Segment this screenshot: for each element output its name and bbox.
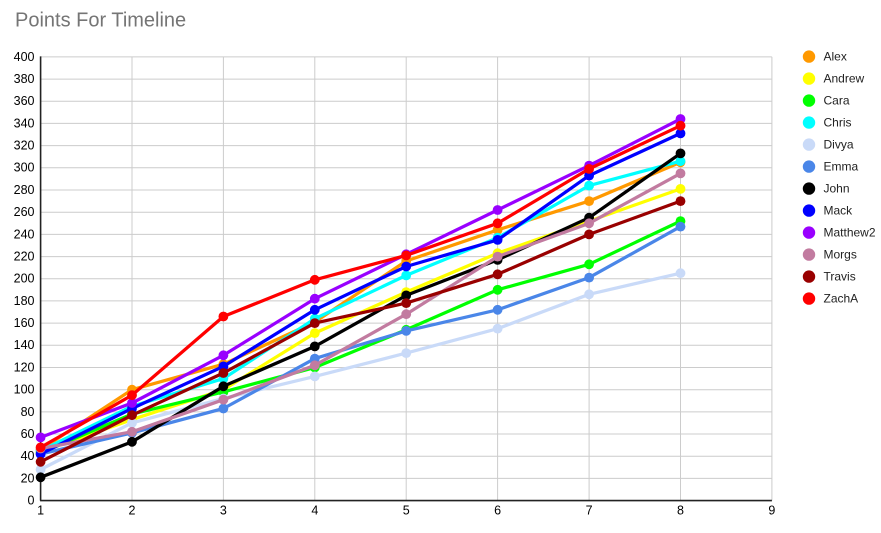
svg-text:Points For Timeline: Points For Timeline — [15, 10, 186, 32]
svg-text:Matthew2: Matthew2 — [824, 226, 876, 240]
svg-text:9: 9 — [768, 503, 775, 517]
svg-text:ZachA: ZachA — [824, 292, 859, 306]
svg-text:Cara: Cara — [824, 94, 850, 108]
svg-text:1: 1 — [37, 503, 44, 517]
svg-text:340: 340 — [14, 116, 35, 130]
svg-text:240: 240 — [14, 227, 35, 241]
svg-text:Emma: Emma — [824, 160, 859, 174]
svg-text:Travis: Travis — [824, 270, 856, 284]
svg-text:300: 300 — [14, 161, 35, 175]
svg-text:260: 260 — [14, 205, 35, 219]
svg-text:40: 40 — [21, 449, 35, 463]
svg-text:320: 320 — [14, 139, 35, 153]
svg-text:120: 120 — [14, 360, 35, 374]
svg-text:160: 160 — [14, 316, 35, 330]
svg-text:John: John — [824, 182, 850, 196]
svg-text:Chris: Chris — [824, 116, 852, 130]
svg-text:380: 380 — [14, 72, 35, 86]
svg-text:220: 220 — [14, 250, 35, 264]
svg-text:400: 400 — [14, 50, 35, 64]
svg-text:280: 280 — [14, 183, 35, 197]
svg-text:7: 7 — [586, 503, 593, 517]
svg-text:8: 8 — [677, 503, 684, 517]
svg-text:Divya: Divya — [824, 138, 854, 152]
svg-text:0: 0 — [28, 494, 35, 508]
svg-text:2: 2 — [129, 503, 136, 517]
svg-text:Andrew: Andrew — [824, 72, 865, 86]
svg-text:Morgs: Morgs — [824, 248, 857, 262]
svg-text:Mack: Mack — [824, 204, 854, 218]
svg-text:180: 180 — [14, 294, 35, 308]
svg-text:200: 200 — [14, 272, 35, 286]
svg-text:360: 360 — [14, 94, 35, 108]
svg-text:100: 100 — [14, 383, 35, 397]
svg-text:5: 5 — [403, 503, 410, 517]
svg-text:20: 20 — [21, 471, 35, 485]
svg-text:3: 3 — [220, 503, 227, 517]
svg-text:80: 80 — [21, 405, 35, 419]
svg-text:4: 4 — [311, 503, 318, 517]
svg-text:140: 140 — [14, 338, 35, 352]
svg-text:6: 6 — [494, 503, 501, 517]
svg-text:Alex: Alex — [824, 50, 847, 64]
svg-text:60: 60 — [21, 427, 35, 441]
